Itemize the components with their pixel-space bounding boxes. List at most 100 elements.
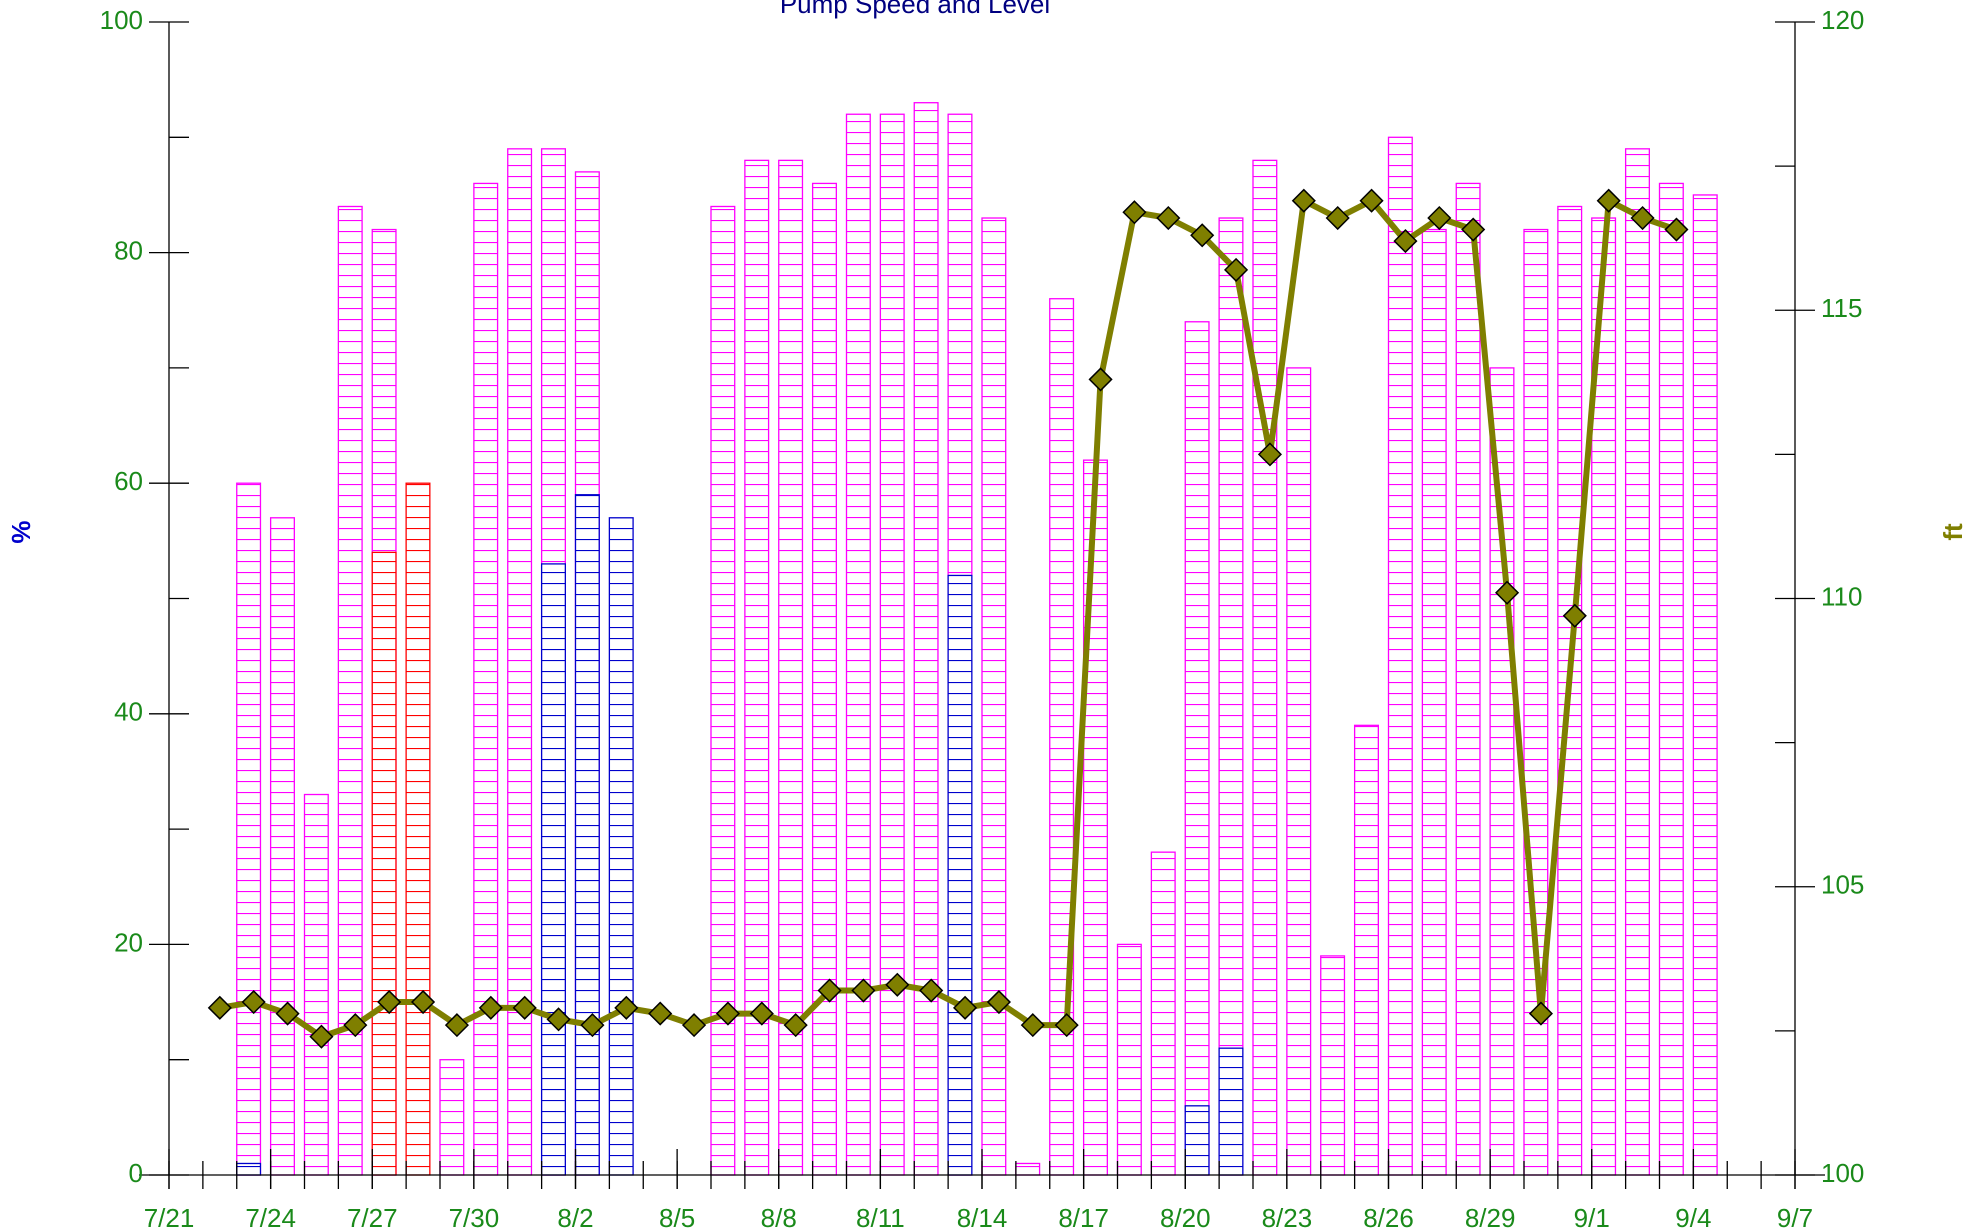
level-marker xyxy=(377,989,402,1015)
bar xyxy=(1252,159,1278,1176)
x-tick-label: 9/4 xyxy=(1675,1203,1711,1230)
y2-tick-label: 115 xyxy=(1821,293,1862,323)
level-marker xyxy=(580,1013,605,1038)
x-tick-label: 7/30 xyxy=(449,1203,500,1230)
bar xyxy=(1624,148,1650,1176)
y-tick-label: 60 xyxy=(114,466,143,496)
level-marker xyxy=(749,1001,774,1026)
level-marker xyxy=(309,1024,334,1049)
level-marker xyxy=(1190,223,1215,248)
level-marker xyxy=(241,989,266,1015)
level-marker xyxy=(1223,257,1249,282)
level-marker xyxy=(411,989,436,1015)
level-marker xyxy=(783,1013,808,1038)
y2-tick-label: 105 xyxy=(1821,870,1864,900)
x-tick-label: 8/26 xyxy=(1363,1203,1414,1230)
x-tick-label: 8/5 xyxy=(659,1203,695,1230)
bar xyxy=(947,574,973,1176)
bar xyxy=(1353,724,1379,1176)
level-marker xyxy=(1054,1013,1079,1038)
bar xyxy=(1387,136,1413,1176)
bar xyxy=(1421,228,1447,1176)
y-tick-label: 0 xyxy=(129,1158,143,1188)
bar xyxy=(913,102,939,1176)
bar xyxy=(710,205,736,1176)
y2-tick-label: 100 xyxy=(1821,1158,1864,1188)
x-tick-label: 8/14 xyxy=(957,1203,1008,1230)
level-marker xyxy=(343,1013,368,1038)
x-tick-label: 8/2 xyxy=(557,1203,593,1230)
x-tick-label: 7/21 xyxy=(144,1203,195,1230)
level-marker xyxy=(1156,205,1181,231)
x-tick-label: 8/29 xyxy=(1465,1203,1516,1230)
bar xyxy=(1184,321,1210,1176)
level-marker xyxy=(207,995,232,1020)
level-marker xyxy=(1291,188,1316,213)
level-marker xyxy=(1359,188,1384,213)
bar xyxy=(1015,1162,1041,1176)
bar xyxy=(473,182,499,1176)
y-tick-label: 40 xyxy=(114,697,143,727)
level-marker xyxy=(1020,1013,1045,1038)
level-marker xyxy=(1528,1001,1554,1026)
bar xyxy=(1320,955,1346,1176)
level-marker xyxy=(885,972,910,997)
level-marker xyxy=(1393,229,1418,254)
level-marker xyxy=(1088,367,1113,392)
bar xyxy=(1082,459,1108,1176)
x-tick-label: 8/23 xyxy=(1262,1203,1313,1230)
bar xyxy=(1116,943,1142,1176)
level-marker xyxy=(682,1013,707,1038)
bar xyxy=(1692,194,1718,1176)
bar xyxy=(1150,851,1176,1176)
y2-tick-label: 110 xyxy=(1821,581,1862,611)
level-marker xyxy=(1494,580,1520,605)
bar xyxy=(981,217,1007,1176)
x-tick-label: 7/24 xyxy=(245,1203,296,1230)
bar xyxy=(1184,1105,1210,1176)
bar xyxy=(303,793,329,1176)
bar xyxy=(811,182,837,1176)
level-marker xyxy=(1562,603,1587,628)
x-tick-label: 8/17 xyxy=(1058,1203,1109,1230)
level-marker xyxy=(1257,442,1283,467)
x-tick-label: 8/11 xyxy=(856,1203,905,1230)
chart-title: Pump Speed and Level xyxy=(780,0,1050,19)
bar xyxy=(236,482,262,1176)
level-marker xyxy=(546,1007,571,1032)
bar xyxy=(879,113,905,1176)
bar xyxy=(1218,217,1244,1176)
y-tick-label: 100 xyxy=(100,5,143,35)
bar xyxy=(507,148,533,1176)
bar xyxy=(371,551,397,1176)
level-marker xyxy=(919,978,944,1003)
x-tick-label: 7/27 xyxy=(347,1203,398,1230)
y2-axis-label: ft xyxy=(1938,523,1968,541)
bar xyxy=(574,494,600,1176)
level-marker xyxy=(275,1001,300,1026)
level-marker xyxy=(1630,205,1655,231)
level-marker xyxy=(953,995,978,1020)
bar xyxy=(439,1059,465,1176)
level-marker xyxy=(512,995,537,1020)
y-tick-label: 80 xyxy=(114,235,143,265)
bar xyxy=(1489,367,1515,1176)
bar xyxy=(1218,1047,1244,1176)
level-marker xyxy=(986,989,1012,1015)
y2-tick-label: 120 xyxy=(1821,5,1864,35)
level-marker xyxy=(444,1013,469,1038)
level-marker xyxy=(1461,217,1486,242)
level-marker xyxy=(1596,188,1621,213)
bar xyxy=(1523,228,1549,1176)
bar xyxy=(1286,367,1312,1176)
bar xyxy=(1658,182,1684,1176)
bar xyxy=(845,113,871,1176)
bar xyxy=(236,1162,262,1176)
x-tick-label: 8/8 xyxy=(761,1203,797,1230)
level-marker xyxy=(1325,205,1350,231)
bar xyxy=(1455,182,1481,1176)
level-marker xyxy=(715,1001,740,1026)
bar xyxy=(540,563,566,1176)
level-marker xyxy=(851,978,876,1003)
